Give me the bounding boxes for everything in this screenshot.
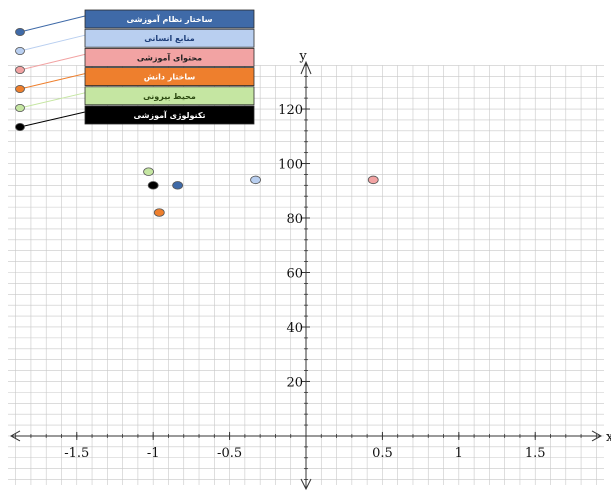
- x-axis-arrow-right: [591, 430, 603, 442]
- legend-label-4: ساختار دانش: [144, 73, 196, 83]
- legend-marker-3: [15, 66, 25, 75]
- legend-label-1: ساختار نظام آموزشی: [126, 14, 212, 24]
- legend-marker-5: [15, 104, 25, 113]
- legend-box-3: [84, 48, 255, 67]
- data-point-2: [250, 175, 261, 185]
- legend-marker-2: [15, 47, 25, 56]
- legend-label-3: محتوای آموزشی: [137, 52, 202, 62]
- data-point-6: [147, 181, 159, 190]
- axes: -1.5 -1 -0.5 0.5 1 1.5 20 40 60 80 100 120 x y: [9, 49, 611, 491]
- legend-marker-4: [15, 85, 25, 94]
- legend-leader-line: [19, 73, 86, 90]
- y-axis-arrow-top: [300, 60, 312, 75]
- x-tick-label: -0.5: [217, 446, 242, 461]
- data-point-4: [153, 208, 165, 217]
- legend-box-5: [84, 86, 255, 106]
- legend-leader-line: [19, 34, 86, 52]
- y-tick-label: 120: [278, 103, 303, 118]
- x-axis-arrow-left: [9, 430, 21, 442]
- legend-label-2: منابع انسانی: [144, 34, 195, 43]
- legend: ساختار نظام آموزشی منابع انسانی محتوای آمو…: [15, 9, 255, 132]
- x-tick-label: 1.5: [525, 446, 546, 461]
- y-tick-label: 40: [286, 321, 303, 336]
- legend-label-5: محیط بیرونی: [143, 92, 196, 101]
- legend-leader-line: [19, 53, 86, 71]
- x-axis-label: x: [606, 430, 611, 445]
- y-tick-label: 100: [278, 158, 303, 173]
- legend-leader-line: [19, 15, 86, 33]
- y-tick-label: 60: [286, 267, 303, 282]
- legend-box-1: [84, 9, 255, 29]
- legend-leader-line: [19, 111, 86, 128]
- x-tick-label: 1: [455, 446, 463, 461]
- data-point-3: [367, 175, 379, 185]
- data-point-1: [172, 181, 184, 190]
- legend-leader-line: [19, 92, 86, 109]
- y-tick-label: 80: [286, 212, 303, 227]
- legend-marker-6: [15, 123, 25, 132]
- x-tick-label: -1.5: [64, 446, 89, 461]
- legend-box-2: [84, 28, 255, 48]
- legend-label-6: تکنولوژی آموزشی: [134, 110, 206, 120]
- y-tick-label: 20: [286, 375, 303, 390]
- x-tick-label: -1: [147, 446, 160, 461]
- y-axis-arrow-bottom: [300, 478, 312, 491]
- data-points: [143, 167, 379, 217]
- legend-box-6: [84, 105, 255, 125]
- legend-box-4: [84, 67, 255, 86]
- legend-marker-1: [15, 27, 25, 36]
- data-point-5: [143, 167, 154, 176]
- y-axis-label: y: [298, 49, 307, 64]
- x-tick-label: 0.5: [372, 446, 393, 461]
